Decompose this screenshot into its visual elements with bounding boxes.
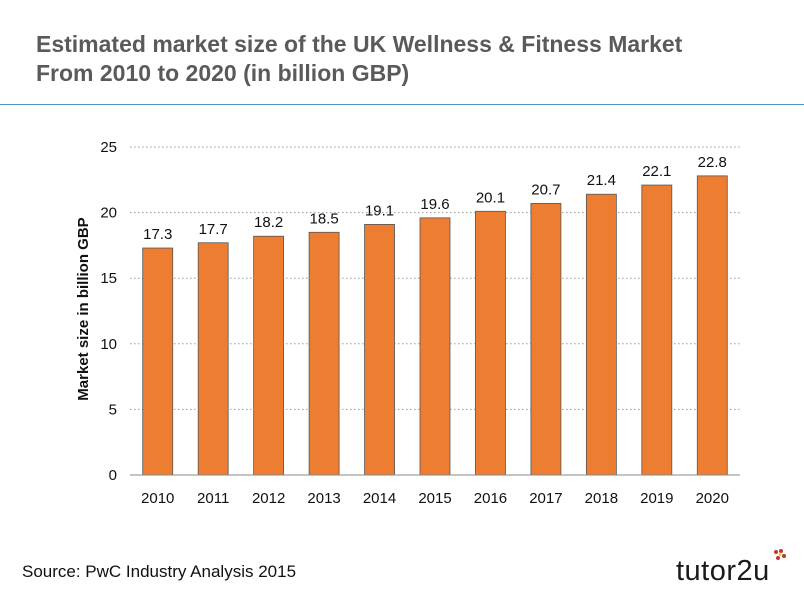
data-label: 20.7 [531, 181, 560, 198]
flower-logo-icon [774, 549, 786, 560]
y-tick-label: 0 [109, 467, 117, 484]
x-tick-label: 2013 [307, 490, 340, 507]
y-tick-label: 5 [109, 401, 117, 418]
x-tick-label: 2012 [252, 490, 285, 507]
title-line-2: From 2010 to 2020 (in billion GBP) [36, 60, 410, 86]
bar [253, 235, 285, 476]
x-tick-label: 2016 [474, 490, 507, 507]
data-label: 21.4 [587, 172, 616, 189]
bar [364, 224, 395, 476]
x-tick-label: 2020 [696, 490, 729, 507]
data-label: 17.3 [143, 226, 172, 243]
x-tick-label: 2019 [640, 490, 673, 507]
bar [585, 193, 617, 476]
x-tick-label: 2017 [529, 490, 562, 507]
slide-title: Estimated market size of the UK Wellness… [36, 30, 776, 88]
x-tick-label: 2010 [141, 490, 174, 507]
bar [641, 184, 673, 476]
bar [197, 242, 229, 476]
bar-chart: 0 5 10 15 20 25 17.3 2010 17.7 2011 18.2 2012 18.5 20… [75, 139, 740, 507]
bar [530, 203, 562, 476]
bar [419, 217, 451, 476]
data-label: 19.6 [420, 196, 449, 213]
bar [142, 247, 174, 476]
bar [475, 210, 506, 476]
x-tick-label: 2018 [585, 490, 618, 507]
y-axis-title: Market size in billion GBP [75, 217, 92, 400]
source-note: Source: PwC Industry Analysis 2015 [22, 562, 297, 581]
bar [308, 231, 340, 476]
data-label: 20.1 [476, 189, 505, 206]
data-label: 19.1 [365, 202, 394, 219]
y-tick-label: 10 [100, 336, 117, 353]
title-divider [0, 104, 804, 105]
data-label: 22.8 [698, 154, 727, 171]
data-label: 17.7 [199, 221, 228, 238]
data-label: 22.1 [642, 163, 671, 180]
title-line-1: Estimated market size of the UK Wellness… [36, 31, 683, 57]
x-tick-label: 2015 [418, 490, 451, 507]
data-label: 18.2 [254, 214, 283, 231]
y-tick-label: 25 [100, 139, 117, 156]
tutor2u-logo: tutor2u [676, 555, 770, 587]
data-label: 18.5 [309, 210, 338, 227]
x-tick-label: 2011 [197, 490, 229, 507]
x-tick-label: 2014 [363, 490, 396, 507]
y-tick-label: 20 [100, 205, 117, 222]
bar [696, 175, 728, 476]
y-tick-label: 15 [100, 270, 117, 287]
